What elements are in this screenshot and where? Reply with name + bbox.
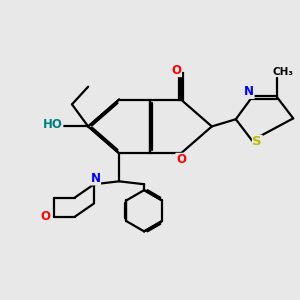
Text: O: O	[40, 210, 50, 223]
Text: N: N	[91, 172, 100, 185]
Text: CH₃: CH₃	[272, 67, 293, 76]
Text: HO: HO	[43, 118, 63, 130]
Text: O: O	[172, 64, 182, 76]
Text: S: S	[253, 135, 262, 148]
Text: O: O	[176, 153, 186, 166]
Text: N: N	[244, 85, 254, 98]
